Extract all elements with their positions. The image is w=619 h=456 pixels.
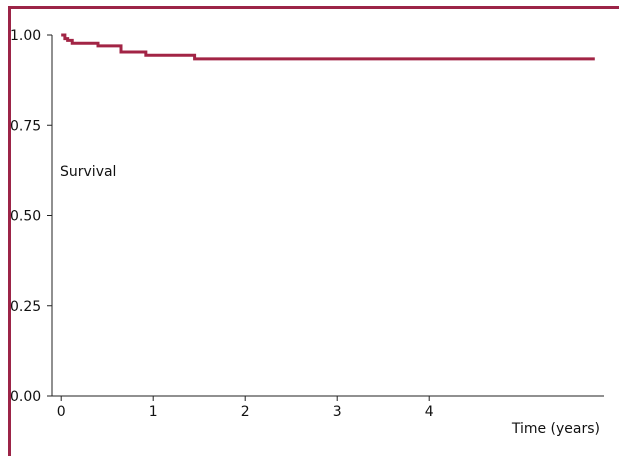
y-tick-label: 0.25 [10,299,41,315]
y-tick-label: 0.75 [10,118,41,134]
y-tick-label: 0.00 [10,389,41,405]
x-axis-title: Time (years) [511,421,600,437]
x-tick-label: 3 [333,404,342,420]
y-axis-title: Survival [60,164,116,180]
frame-top-border [8,6,619,9]
frame-left-border [8,6,11,456]
y-tick-label: 1.00 [10,28,41,44]
x-tick-label: 2 [241,404,250,420]
axes: 0.00 0.25 0.50 0.75 1.00 0 1 2 3 4 [10,28,604,420]
x-ticks: 0 1 2 3 4 [57,396,434,420]
x-tick-label: 4 [425,404,434,420]
x-tick-label: 1 [149,404,158,420]
y-tick-label: 0.50 [10,209,41,225]
survival-curve [61,33,595,61]
x-tick-label: 0 [57,404,66,420]
series-layer [61,33,595,61]
y-ticks: 0.00 0.25 0.50 0.75 1.00 [10,28,52,405]
